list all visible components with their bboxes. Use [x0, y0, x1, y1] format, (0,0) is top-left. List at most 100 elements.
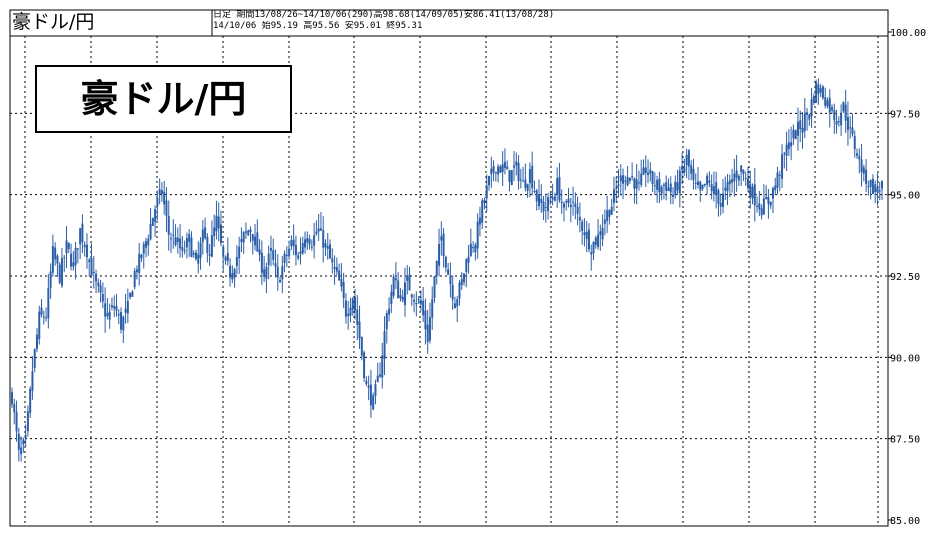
price-bar [183, 240, 186, 255]
price-bar-body [467, 256, 470, 263]
price-bar-body [787, 142, 790, 150]
price-bar-body [179, 238, 182, 249]
price-bar [363, 350, 366, 382]
price-bar [576, 196, 579, 226]
price-bar-body [154, 209, 157, 222]
price-bar [699, 180, 702, 202]
y-tick-label-3: 92.50 [890, 272, 920, 283]
price-bar-body [742, 169, 745, 175]
price-bar-body [424, 310, 427, 330]
price-bar-body [637, 182, 640, 184]
price-bar [304, 231, 307, 254]
price-bar-body [687, 150, 690, 167]
price-bar [876, 172, 879, 206]
price-bar-body [333, 266, 336, 269]
price-bar-body [510, 170, 513, 185]
price-bar [392, 273, 395, 299]
price-bar-body [335, 266, 338, 272]
price-bar-body [472, 247, 475, 249]
price-bar-body [821, 86, 824, 98]
price-bar [469, 228, 472, 257]
price-bar [65, 226, 68, 269]
price-bar [781, 144, 784, 188]
price-bar-body [810, 99, 813, 117]
price-bar [120, 307, 123, 334]
price-bar-body [274, 263, 277, 267]
price-bar-body [419, 300, 422, 305]
price-bar [690, 160, 693, 181]
price-bar [881, 180, 883, 201]
price-bar-body [24, 435, 27, 438]
price-bar [442, 227, 445, 268]
price-bar-body [685, 154, 688, 166]
price-bar [342, 272, 345, 309]
price-bar-body [617, 184, 620, 186]
price-bar-body [417, 299, 420, 301]
price-bar [251, 233, 254, 255]
y-tick-label-1: 97.50 [890, 109, 920, 120]
price-bar [708, 171, 711, 188]
price-bar-body [372, 395, 375, 410]
price-bar-body [210, 235, 213, 257]
price-bar [433, 276, 436, 303]
y-axis: 100.00 97.50 95.00 92.50 90.00 87.50 85.00 [888, 28, 926, 527]
latest-line: 14/10/06 始95.19 高95.56 安95.01 終95.31 [213, 21, 423, 31]
price-bar [349, 297, 352, 323]
price-bar-body [238, 246, 241, 259]
price-bar [874, 180, 877, 204]
price-bar [424, 298, 427, 345]
price-bar [35, 327, 38, 353]
price-bar [547, 192, 550, 220]
price-bar-body [544, 206, 547, 208]
price-bar [531, 151, 534, 196]
price-bar-body [35, 334, 38, 350]
price-bar [356, 294, 359, 341]
price-bar [92, 255, 95, 289]
price-bar-body [842, 101, 845, 112]
price-bar [163, 180, 166, 215]
price-bar-body [42, 316, 45, 318]
price-bar-body [733, 173, 736, 182]
price-bar-body [388, 308, 391, 315]
price-bar [399, 288, 402, 302]
price-bar-body [587, 229, 590, 250]
price-bar-body [767, 196, 770, 204]
price-bar [812, 93, 815, 106]
price-bar [331, 248, 334, 274]
price-bar [319, 212, 322, 232]
price-bar [179, 224, 182, 258]
price-bar [528, 162, 531, 197]
price-bar [715, 171, 718, 209]
price-bar [58, 262, 61, 285]
price-bar [67, 242, 70, 254]
price-bar-body [608, 210, 611, 217]
price-bar [635, 164, 638, 205]
price-bar-body [219, 224, 222, 244]
price-bar [656, 175, 659, 203]
price-bar [81, 214, 84, 254]
price-bar-body [185, 238, 188, 248]
price-bar [712, 171, 715, 202]
price-bar [13, 398, 16, 425]
price-bar-body [131, 291, 134, 297]
price-bar-body [542, 201, 545, 212]
price-bar [624, 175, 627, 191]
price-bar [422, 286, 425, 322]
price-bar [204, 217, 207, 240]
price-bar [837, 116, 840, 127]
price-bar-body [267, 253, 270, 266]
price-bar-body [783, 153, 786, 155]
price-bar-body [651, 171, 654, 185]
price-bar [492, 160, 495, 182]
price-bar [733, 158, 736, 197]
price-bar [562, 201, 565, 222]
price-bar [276, 254, 279, 291]
price-bar [70, 243, 73, 271]
price-bar [31, 356, 34, 400]
price-bar-body [401, 296, 404, 301]
price-bar-body [217, 216, 220, 229]
price-bar-body [701, 184, 704, 189]
price-bar-body [508, 170, 511, 182]
price-bar [301, 236, 304, 256]
price-bar [778, 170, 781, 192]
